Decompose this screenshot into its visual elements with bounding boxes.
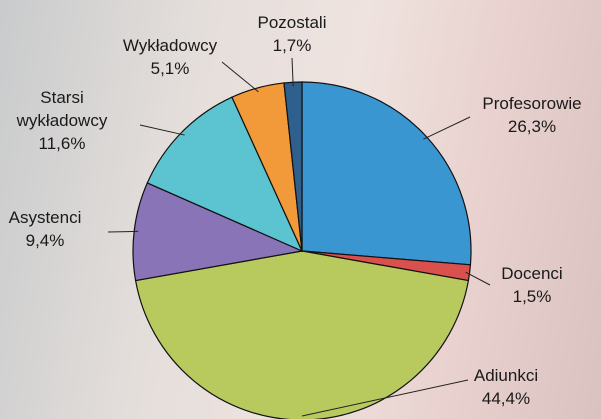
slice-value-label: 1,7%: [242, 34, 342, 57]
slice-name: Profesorowie: [462, 92, 601, 115]
slice-name: Docenci: [482, 262, 582, 285]
slice-value-label: 26,3%: [462, 115, 601, 138]
slice-value-label: 44,4%: [456, 387, 556, 410]
slice-value-label: 5,1%: [110, 57, 230, 80]
slice-name: Starsi wykładowcy: [7, 86, 117, 132]
chart: Profesorowie26,3% Docenci1,5% Adiunkci44,4…: [0, 0, 601, 419]
leader-line: [140, 125, 185, 135]
slice-name: Pozostali: [242, 11, 342, 34]
slice-value-label: 9,4%: [0, 229, 95, 252]
pie-slice: [302, 82, 471, 265]
pie-slice: [136, 251, 469, 419]
slice-name: Adiunkci: [456, 364, 556, 387]
slice-name: Wykładowcy: [110, 34, 230, 57]
leader-line: [108, 231, 138, 232]
slice-value-label: 1,5%: [482, 285, 582, 308]
slice-value-label: 11,6%: [7, 132, 117, 155]
slice-name: Asystenci: [0, 206, 95, 229]
